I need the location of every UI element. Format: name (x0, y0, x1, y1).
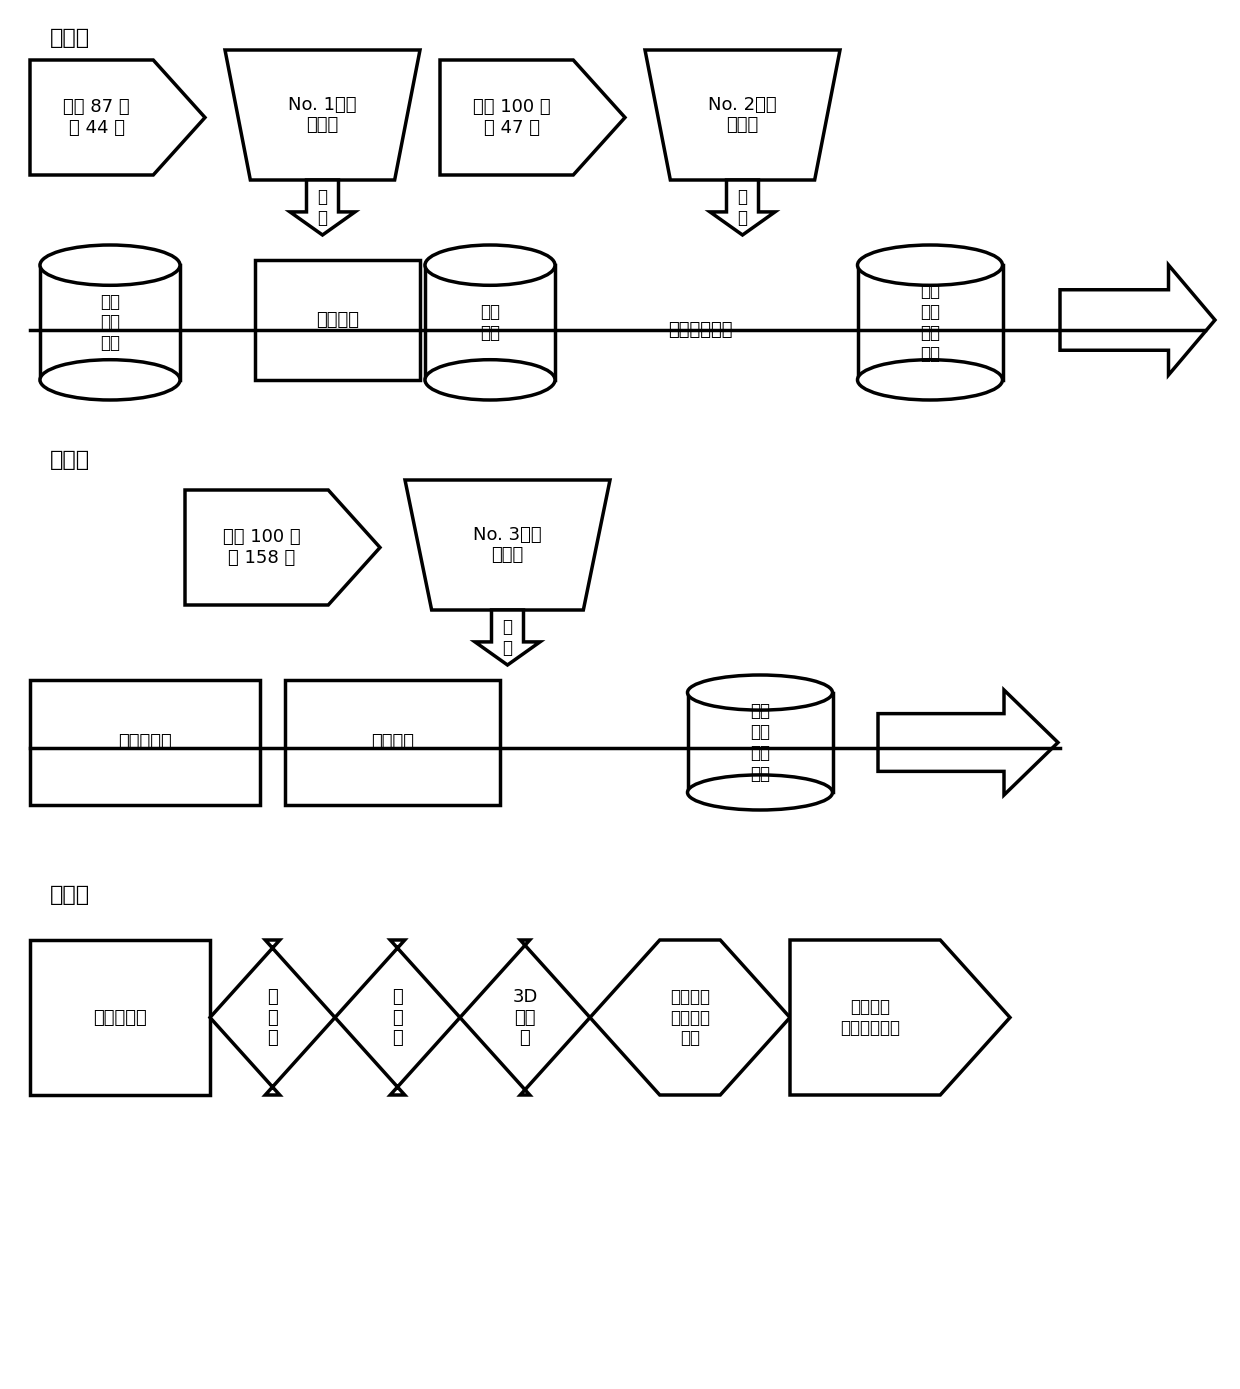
Text: 放
料: 放 料 (317, 188, 327, 226)
Text: 烘
干
机: 烘 干 机 (392, 988, 403, 1047)
Text: 打包入库
（准备运输）: 打包入库 （准备运输） (841, 999, 900, 1038)
Ellipse shape (687, 675, 832, 710)
Bar (255, 260, 420, 381)
Text: 铺无
纺布
滚筒: 铺无 纺布 滚筒 (100, 293, 120, 353)
Ellipse shape (425, 360, 556, 400)
Text: 喷淋车间
（表面烘
干）: 喷淋车间 （表面烘 干） (670, 988, 711, 1047)
Polygon shape (290, 181, 355, 235)
Ellipse shape (425, 244, 556, 285)
Text: 板材模具: 板材模具 (371, 733, 414, 751)
Polygon shape (440, 60, 625, 175)
Polygon shape (405, 481, 610, 610)
Ellipse shape (858, 360, 1002, 400)
Bar (285, 681, 500, 806)
Text: 生产流水线: 生产流水线 (118, 733, 172, 751)
Text: 干料 100 份
水 158 份: 干料 100 份 水 158 份 (223, 528, 300, 567)
Polygon shape (878, 690, 1058, 795)
Text: 步骤三: 步骤三 (50, 885, 91, 906)
Ellipse shape (40, 360, 180, 400)
Polygon shape (645, 50, 839, 181)
Bar (30, 681, 260, 806)
Text: 放
料: 放 料 (738, 188, 748, 226)
Polygon shape (460, 940, 590, 1095)
Text: 裁
剪
机: 裁 剪 机 (267, 988, 278, 1047)
Polygon shape (224, 50, 420, 181)
Polygon shape (790, 940, 1011, 1095)
Polygon shape (711, 181, 775, 235)
Polygon shape (185, 490, 379, 606)
Polygon shape (210, 940, 335, 1095)
Polygon shape (30, 60, 205, 175)
Text: 板材模具: 板材模具 (316, 311, 360, 329)
Polygon shape (590, 940, 790, 1095)
Text: 步骤二: 步骤二 (50, 450, 91, 469)
Text: 3D
打印
机: 3D 打印 机 (512, 988, 538, 1047)
Polygon shape (475, 610, 539, 665)
Ellipse shape (858, 244, 1002, 285)
Text: 步骤一: 步骤一 (50, 28, 91, 49)
Text: 上下
铺网
格布
滚压: 上下 铺网 格布 滚压 (920, 282, 940, 363)
Ellipse shape (40, 244, 180, 285)
Bar (30, 940, 210, 1095)
Ellipse shape (687, 775, 832, 810)
Polygon shape (335, 940, 460, 1095)
Text: 铺平
滚筒: 铺平 滚筒 (480, 303, 500, 342)
Text: No. 3混合
搅拌机: No. 3混合 搅拌机 (474, 525, 542, 564)
Text: 干料 100 份
水 47 份: 干料 100 份 水 47 份 (472, 99, 551, 138)
Polygon shape (1060, 265, 1215, 375)
Text: No. 2混合
搅拌机: No. 2混合 搅拌机 (708, 96, 776, 135)
Text: 干料 87 份
水 44 份: 干料 87 份 水 44 份 (63, 99, 130, 138)
Text: 放
料: 放 料 (502, 618, 512, 657)
Text: 上下
铺网
格布
滚压: 上下 铺网 格布 滚压 (750, 703, 770, 782)
Text: No. 1混合
搅拌机: No. 1混合 搅拌机 (288, 96, 357, 135)
Text: 生产流水线: 生产流水线 (93, 1008, 146, 1026)
Text: 生产流水水线: 生产流水水线 (668, 321, 733, 339)
